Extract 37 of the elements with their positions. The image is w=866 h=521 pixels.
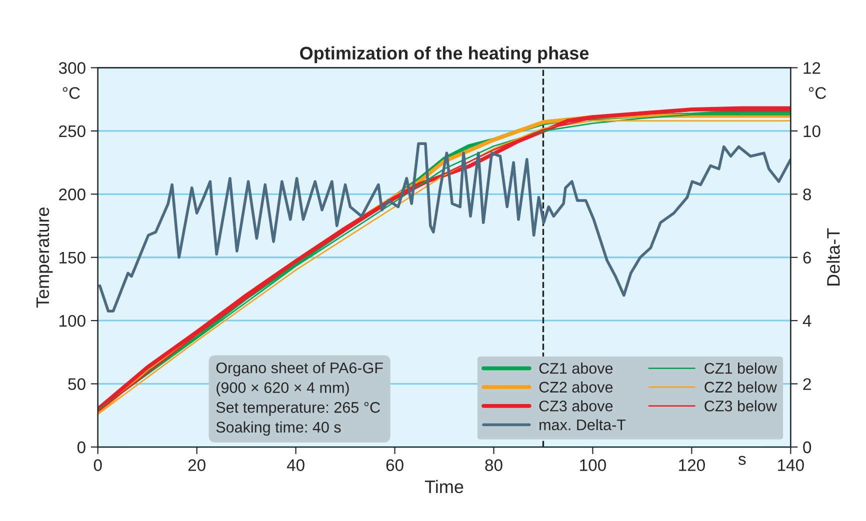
x-tick-label: 0 [94, 459, 102, 472]
legend-label: CZ1 above [539, 362, 613, 374]
y2-tick-label: 4 [802, 315, 812, 327]
y-tick-label: 50 [68, 378, 86, 390]
y-tick-label: 300 [58, 62, 86, 74]
x-axis-title: Time [424, 480, 464, 494]
y2-tick-label: 10 [804, 125, 820, 138]
legend-label: CZ3 below [704, 400, 777, 412]
y2-tick-label: 8 [803, 188, 812, 200]
x-tick-label: 40 [286, 459, 304, 472]
legend-label: CZ2 below [704, 381, 777, 393]
y-tick-label: 100 [60, 314, 86, 327]
legend-label: max. Delta-T [540, 419, 626, 430]
legend-label: CZ2 above [539, 381, 613, 393]
text: °C [62, 87, 80, 99]
y-tick-label: 150 [60, 252, 86, 264]
chart-title: Optimization of the heating phase [300, 46, 589, 64]
y2-tick-label: 12 [804, 62, 820, 74]
y-tick-label: 0 [77, 441, 86, 454]
x-tick-label: 140 [778, 459, 804, 472]
text: s [738, 456, 746, 465]
y2-tick-label: 6 [803, 252, 811, 264]
x-tick-label: 80 [485, 459, 502, 472]
legend-label: CZ1 below [704, 362, 777, 374]
y2-axis-title: Delta-T [826, 228, 840, 286]
annotation: Organo sheet of PA6-GF (900 × 620 × 4 mm) Set temperature: 265 °C Soaking time: 40 s [216, 362, 383, 436]
y-axis-title: Temperature [36, 207, 53, 308]
y2-tick-label: 0 [803, 441, 812, 454]
x-tick-label: 100 [580, 459, 606, 472]
x-tick-label: 60 [386, 459, 404, 472]
x-tick-label: 120 [679, 459, 705, 472]
text: °C [808, 87, 826, 99]
y-tick-label: 250 [59, 125, 86, 138]
y2-tick-label: 2 [803, 378, 811, 390]
y-tick-label: 200 [59, 188, 86, 200]
x-tick-label: 20 [188, 459, 206, 472]
legend-label: CZ3 above [539, 400, 613, 412]
